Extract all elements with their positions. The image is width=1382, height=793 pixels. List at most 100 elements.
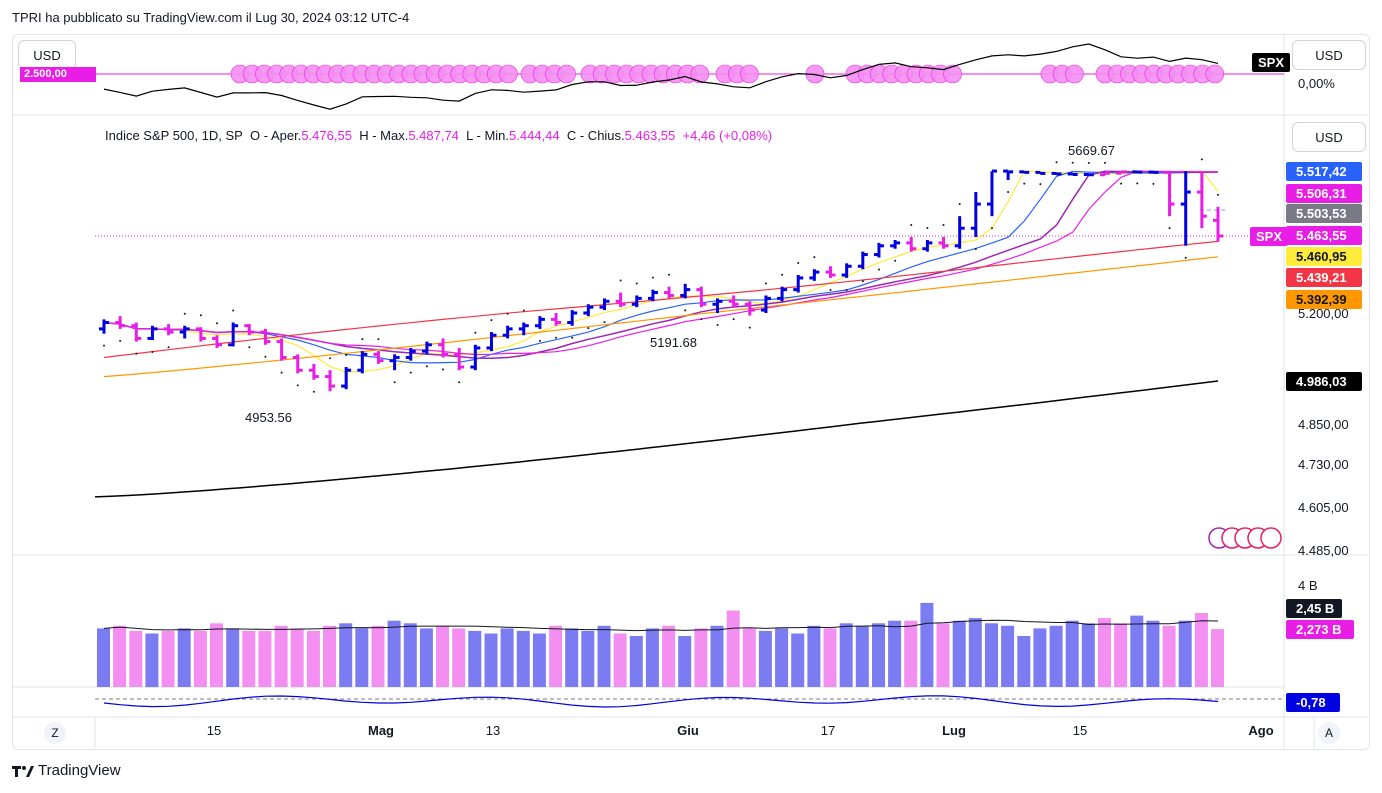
ma-black-line	[94, 380, 1219, 498]
psar-dot	[264, 355, 267, 358]
symbol-title[interactable]: Indice S&P 500, 1D, SP	[105, 128, 243, 143]
psar-dot	[845, 288, 848, 291]
zoom-button[interactable]: Z	[44, 722, 66, 744]
volume-bar	[645, 628, 659, 687]
volume-bar	[613, 633, 627, 688]
psar-dot	[345, 354, 348, 357]
volume-ma-line	[103, 619, 1219, 632]
price-axis-label: 4.605,00	[1298, 500, 1349, 515]
volume-bar	[710, 625, 724, 687]
event-icons	[1208, 527, 1282, 549]
brand-name: TradingView	[38, 762, 121, 779]
psar-dot	[716, 324, 719, 326]
volume-bar	[290, 628, 304, 687]
psar-dot	[684, 309, 687, 312]
psar-dot	[1087, 162, 1090, 164]
volume-tag: 2,273 B	[1286, 620, 1354, 639]
top-pane-line	[103, 43, 1219, 110]
psar-dot	[425, 365, 428, 368]
volume-bar	[323, 625, 336, 687]
psar-dot	[199, 314, 202, 317]
psar-dot	[861, 280, 864, 283]
low-value: 5.444,44	[509, 128, 560, 143]
psar-dot	[1055, 161, 1058, 164]
volume-bar	[97, 628, 110, 687]
volume-bar	[839, 623, 853, 688]
volume-bar	[500, 628, 514, 687]
volume-bar	[306, 630, 320, 687]
volume-bar	[597, 625, 611, 687]
psar-dot	[668, 273, 671, 276]
psar-dot	[942, 224, 945, 227]
psar-dot	[651, 276, 654, 279]
auto-scale-button[interactable]: A	[1318, 722, 1340, 744]
volume-bar	[387, 620, 401, 687]
high-label: H - Max.	[359, 128, 409, 143]
psar-dot	[829, 288, 832, 291]
signal-dot	[943, 64, 962, 84]
volume-bar	[678, 636, 692, 687]
psar-dot	[1200, 158, 1203, 161]
volume-bar	[726, 610, 740, 687]
time-axis-label: 13	[485, 723, 501, 738]
chart-frame	[12, 34, 1370, 750]
osc-tag: -0,78	[1286, 693, 1340, 712]
volume-bar	[936, 623, 950, 688]
psar-dot	[781, 273, 784, 276]
volume-bar	[855, 625, 869, 687]
moving-averages	[94, 170, 1219, 498]
volume-bar	[549, 625, 563, 687]
psar-dot	[1217, 193, 1219, 196]
low-label: L - Min.	[466, 128, 510, 143]
tradingview-logo[interactable]: TradingView	[12, 762, 121, 779]
ma-purple-line	[103, 170, 1219, 360]
volume-bar	[662, 625, 676, 687]
psar-dot	[990, 227, 993, 230]
psar-dot	[119, 339, 122, 342]
volume-bar	[1017, 636, 1031, 687]
volume-bar	[807, 625, 821, 687]
volume-bar	[985, 623, 998, 688]
currency-button-main[interactable]: USD	[1292, 122, 1366, 152]
volume-bar	[226, 628, 240, 687]
price-tag: 5.439,21	[1286, 268, 1362, 287]
currency-button-top-left[interactable]: USD	[18, 40, 76, 70]
ma-red-line	[103, 240, 1219, 359]
price-axis-label: 5.200,00	[1298, 306, 1349, 321]
volume-bar	[742, 628, 756, 687]
volume-bar	[436, 625, 449, 687]
volume-bar	[371, 625, 385, 687]
volume-bar	[758, 630, 772, 687]
psar-dot	[1007, 190, 1010, 193]
volume-axis-label: 4 B	[1298, 578, 1318, 593]
time-axis-label: 17	[820, 723, 836, 738]
psar-dot	[926, 226, 929, 229]
volume-bar	[581, 630, 595, 687]
psar-dot	[296, 384, 299, 387]
volume-bar	[888, 620, 902, 687]
volume-bar	[113, 625, 127, 687]
volume-bar	[1130, 615, 1144, 687]
volume-bar	[920, 602, 934, 687]
volume-bar	[1146, 620, 1160, 687]
psar-dot	[312, 390, 315, 393]
tradingview-logo-icon	[12, 765, 34, 777]
psar-dot	[603, 321, 606, 324]
psar-dot	[764, 282, 767, 285]
volume-bar	[904, 620, 918, 687]
high-value: 5.487,74	[408, 128, 459, 143]
volume-bar	[419, 628, 433, 687]
psar-dot	[1023, 182, 1026, 185]
psar-dot	[571, 336, 574, 339]
volume-bar	[145, 633, 159, 688]
mid-annotation: 5191.68	[650, 335, 697, 350]
psar-dot	[587, 327, 590, 330]
volume-bar	[532, 633, 546, 688]
psar-dot	[1071, 161, 1074, 164]
price-tag: 5.506,31	[1286, 184, 1362, 203]
currency-button-top-right[interactable]: USD	[1292, 40, 1366, 70]
psar-dot	[894, 259, 897, 262]
price-tag: 5.503,53	[1286, 204, 1362, 223]
price-axis-label: 4.485,00	[1298, 543, 1349, 558]
